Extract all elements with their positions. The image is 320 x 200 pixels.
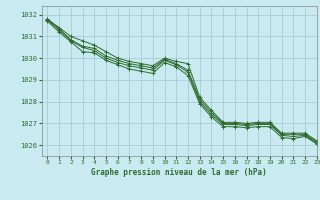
X-axis label: Graphe pression niveau de la mer (hPa): Graphe pression niveau de la mer (hPa) <box>91 168 267 177</box>
